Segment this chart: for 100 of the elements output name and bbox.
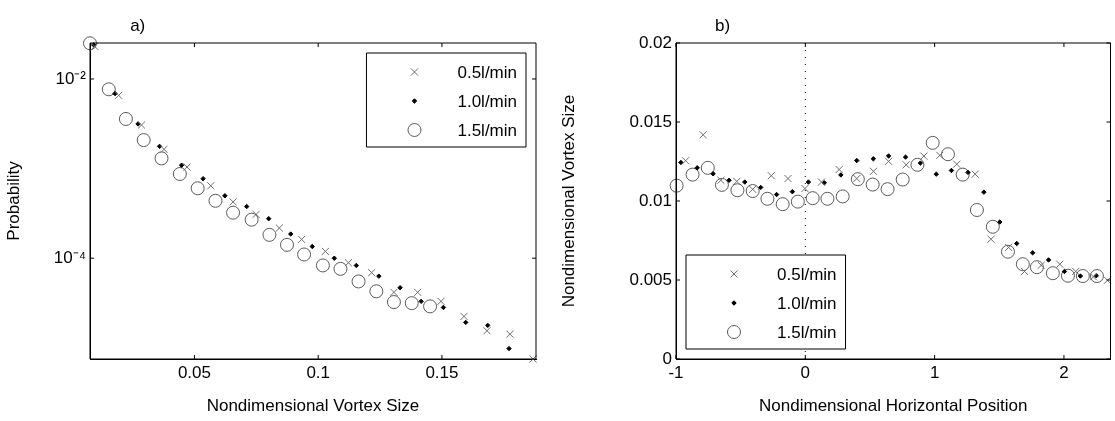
point <box>101 82 116 97</box>
point <box>136 133 151 148</box>
point <box>1075 269 1090 284</box>
point <box>952 160 961 169</box>
point <box>262 227 277 242</box>
point <box>820 191 835 206</box>
point <box>850 172 865 187</box>
point <box>321 247 330 256</box>
point <box>208 193 223 208</box>
point <box>1020 267 1029 276</box>
x-axis-title: Nondimensional Vortex Size <box>206 396 420 416</box>
point <box>805 179 812 185</box>
point <box>925 135 940 150</box>
chart-title: a) <box>130 16 146 36</box>
point <box>226 205 241 220</box>
point <box>880 182 895 197</box>
x-tick-label: 0.1 <box>306 362 331 382</box>
point <box>790 194 805 209</box>
point <box>902 160 911 169</box>
point <box>669 178 684 193</box>
point <box>678 159 684 166</box>
point <box>418 298 424 305</box>
point <box>1103 276 1112 285</box>
point <box>902 154 909 160</box>
point <box>681 156 690 165</box>
point <box>1055 260 1064 269</box>
point <box>1029 260 1044 275</box>
point <box>344 258 353 267</box>
point <box>1000 244 1015 259</box>
point <box>376 273 382 279</box>
legend-label: 1.5l/min <box>457 120 517 140</box>
point <box>985 219 1000 234</box>
point <box>154 151 169 166</box>
point <box>935 151 944 160</box>
point <box>1029 250 1036 256</box>
point <box>353 262 360 269</box>
point <box>463 319 469 326</box>
point <box>869 167 878 176</box>
point <box>948 167 955 174</box>
point <box>297 235 306 244</box>
y-tick-label: 10⁻⁴ <box>53 247 86 267</box>
point <box>114 91 123 100</box>
point <box>760 191 775 206</box>
point <box>955 167 970 182</box>
point <box>1061 268 1068 275</box>
point <box>789 188 796 195</box>
point <box>699 130 708 139</box>
point <box>297 247 312 262</box>
point <box>367 268 376 277</box>
point <box>178 162 185 168</box>
point <box>118 111 133 126</box>
y-tick-label: 0.02 <box>638 32 672 52</box>
x-tick-label: 0 <box>800 362 811 382</box>
point <box>854 157 860 164</box>
point <box>800 184 809 193</box>
x-axis-title: Nondimensional Horizontal Position <box>759 396 1028 416</box>
point <box>805 191 820 206</box>
point <box>884 157 893 166</box>
point <box>1071 267 1080 276</box>
point <box>288 231 294 237</box>
point <box>758 184 764 191</box>
y-tick-label: 0.01 <box>638 190 672 210</box>
point <box>865 177 880 192</box>
point <box>315 258 330 273</box>
point <box>1060 268 1075 283</box>
point <box>389 288 398 297</box>
point <box>885 153 892 159</box>
point <box>986 235 996 244</box>
point <box>971 170 980 179</box>
point <box>397 285 403 291</box>
point <box>700 160 715 175</box>
point <box>817 178 826 187</box>
point <box>1037 261 1046 270</box>
point <box>742 179 748 185</box>
point <box>351 274 366 289</box>
y-tick-label: 10⁻² <box>55 68 87 88</box>
legend-label: 1.0l/min <box>776 293 837 313</box>
point <box>714 177 729 192</box>
point <box>1089 269 1104 284</box>
x-tick-label: 0.15 <box>425 362 459 382</box>
point <box>732 177 741 186</box>
point <box>200 176 206 182</box>
point <box>838 172 844 178</box>
chart-title: b) <box>715 16 731 36</box>
point <box>940 147 955 162</box>
legend-label: 1.5l/min <box>776 322 837 342</box>
point <box>997 219 1003 225</box>
point <box>870 156 877 162</box>
legend-label: 0.5l/min <box>457 62 517 82</box>
point <box>969 203 984 218</box>
point <box>895 172 910 187</box>
point <box>275 224 284 233</box>
y-axis-title: Nondimensional Vortex Size <box>558 94 578 308</box>
point <box>386 295 401 310</box>
point <box>767 171 776 180</box>
point <box>229 197 238 206</box>
point <box>835 165 844 174</box>
point <box>1015 257 1030 272</box>
point <box>244 212 259 227</box>
point <box>482 326 492 335</box>
